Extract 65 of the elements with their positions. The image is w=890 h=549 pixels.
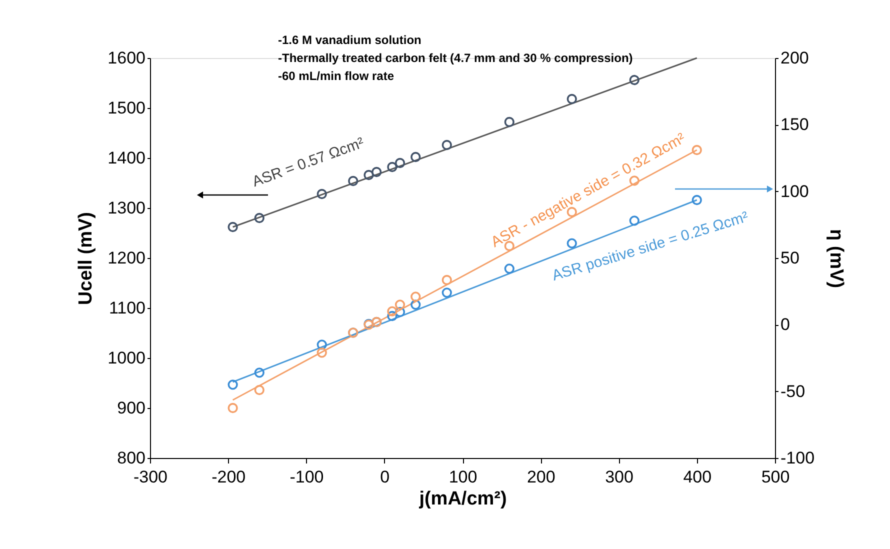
x-tick-label: 0: [380, 468, 390, 486]
y-tick-label: 800: [117, 448, 146, 468]
x-tick-label: 200: [526, 468, 556, 486]
y2-tick-label: 100: [780, 182, 809, 201]
y2-tick-label: 150: [780, 115, 809, 134]
point: [442, 288, 452, 298]
annotation: -Thermally treated carbon felt (4.7 mm and 30 % compression): [278, 51, 633, 65]
point: [442, 140, 452, 150]
point: [348, 176, 358, 186]
y2-tick-label: -50: [780, 382, 806, 401]
point: [442, 274, 452, 286]
point: [410, 292, 421, 302]
x-tick-label: 100: [448, 468, 478, 486]
y2-tick-label: 0: [780, 315, 790, 334]
x-tick-label: 400: [683, 468, 712, 486]
x-tick-label: -200: [212, 468, 246, 486]
point: [316, 188, 327, 200]
x-tick-label: -300: [133, 468, 168, 486]
annotation: ASR = 0.57 Ωcm²: [250, 134, 366, 191]
point: [254, 368, 264, 378]
x-tick-label: 500: [761, 468, 790, 486]
y-tick-label: 1100: [108, 298, 146, 318]
point: [692, 144, 702, 156]
point: [629, 216, 640, 226]
y-tick-label: 1500: [108, 98, 146, 118]
point: [692, 194, 702, 206]
annotation: -60 mL/min flow rate: [278, 69, 394, 83]
y2-tick-label: 200: [780, 48, 809, 68]
y-tick-label: 1000: [108, 348, 146, 368]
point: [394, 306, 406, 318]
point: [394, 158, 406, 168]
point: [364, 170, 374, 180]
point: [228, 402, 238, 414]
y-tick-label: 1200: [108, 248, 146, 268]
point: [387, 306, 398, 316]
y2-tick-label: -100: [780, 448, 815, 468]
x-tick-label: -100: [290, 468, 324, 486]
point: [387, 162, 398, 172]
point: [566, 238, 577, 248]
point: [410, 300, 421, 310]
point: [387, 310, 398, 322]
point: [410, 152, 421, 162]
x-axis-title: j(mA/cm²): [418, 488, 507, 510]
x-tick-label: 300: [605, 468, 634, 486]
point: [254, 384, 264, 396]
point: [254, 212, 264, 224]
y-axis-title: Ucell (mV): [76, 212, 97, 305]
y-tick-label: 1300: [108, 198, 146, 218]
point: [629, 176, 640, 186]
point: [316, 340, 327, 350]
y2-tick-label: 50: [780, 248, 800, 268]
y2-axis-title: η (mV): [826, 228, 847, 288]
point: [566, 94, 577, 104]
point: [629, 74, 640, 86]
point: [371, 166, 382, 178]
point: [228, 380, 238, 390]
y-tick-label: 1400: [108, 148, 146, 168]
y-tick-label: 1600: [108, 48, 146, 68]
text: -1.6 M vanadium solution: [278, 33, 422, 47]
point: [394, 300, 406, 310]
y-tick-label: 900: [117, 398, 146, 418]
point: [504, 116, 514, 128]
point: [504, 264, 514, 274]
point: [228, 222, 238, 232]
point: [316, 348, 327, 358]
